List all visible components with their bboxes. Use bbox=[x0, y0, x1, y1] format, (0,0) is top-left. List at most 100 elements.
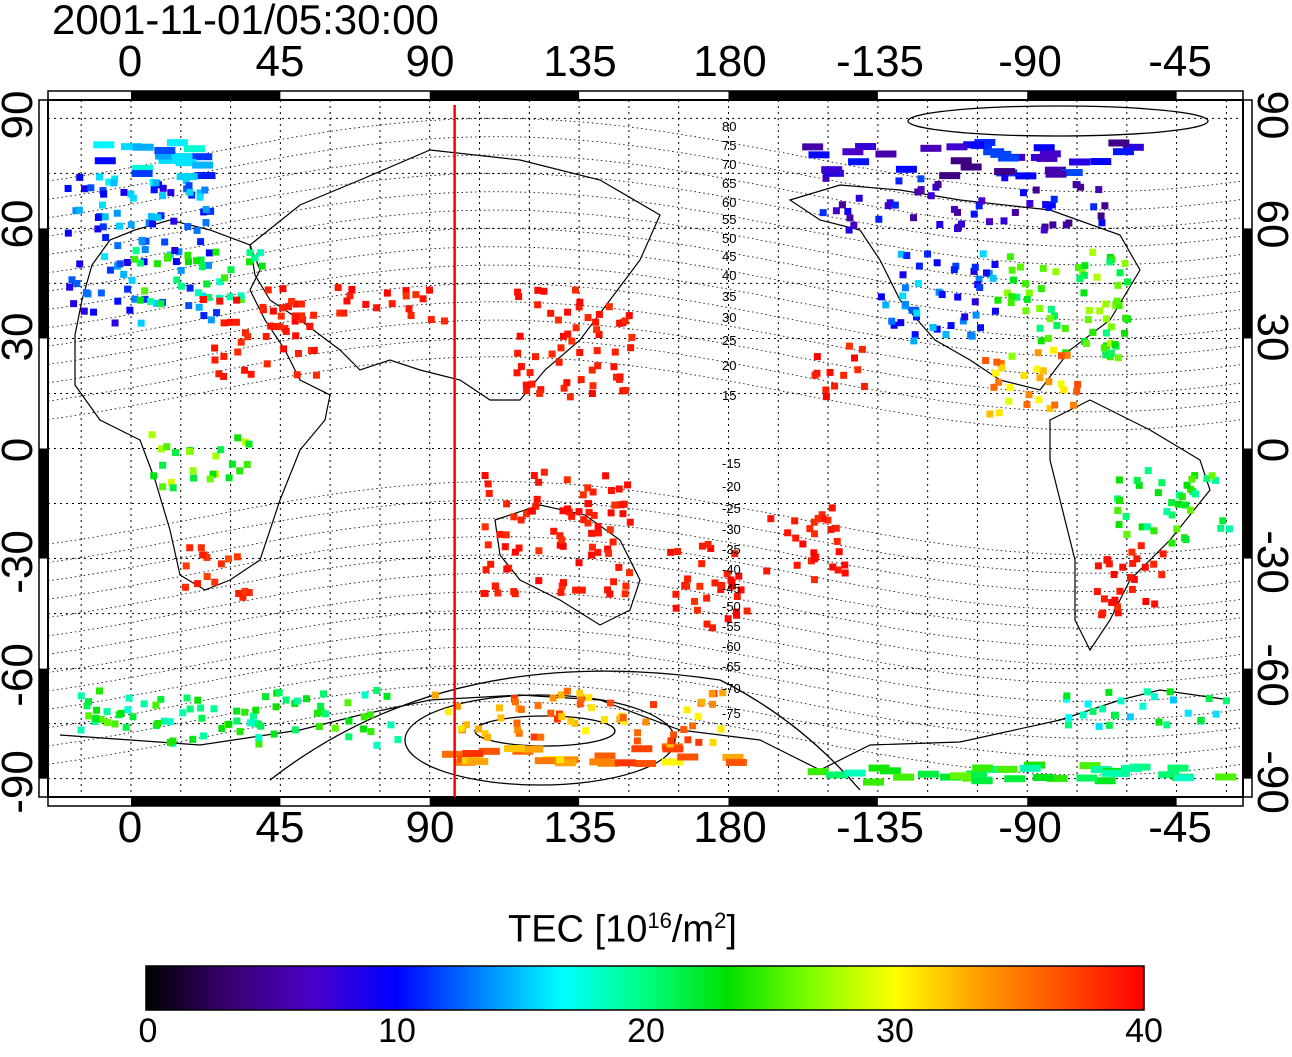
tec-point bbox=[950, 266, 958, 274]
tec-point bbox=[563, 687, 571, 695]
tec-point bbox=[116, 260, 124, 268]
tec-point bbox=[517, 516, 525, 524]
tec-point bbox=[1076, 275, 1084, 283]
tec-point bbox=[167, 478, 175, 486]
tec-point bbox=[516, 332, 524, 340]
tec-point bbox=[1036, 324, 1044, 332]
tec-point bbox=[811, 576, 819, 584]
tec-point bbox=[1143, 688, 1151, 696]
tec-point bbox=[863, 778, 885, 786]
tec-point bbox=[920, 144, 942, 152]
tec-point bbox=[1016, 263, 1024, 271]
tec-point bbox=[877, 293, 885, 301]
tec-point bbox=[899, 292, 907, 300]
tec-point bbox=[1128, 585, 1136, 593]
tec-point bbox=[213, 309, 221, 317]
tec-point bbox=[1100, 344, 1108, 352]
tec-point bbox=[124, 285, 132, 293]
tec-point bbox=[511, 698, 519, 706]
coast-south-america bbox=[1049, 399, 1211, 652]
tec-point bbox=[522, 381, 530, 389]
tec-point bbox=[1150, 527, 1158, 535]
tec-point bbox=[908, 306, 916, 314]
tec-point bbox=[972, 311, 980, 319]
tec-point bbox=[216, 278, 224, 286]
tec-point bbox=[114, 242, 122, 250]
tec-point bbox=[1191, 472, 1199, 480]
tec-point bbox=[711, 579, 719, 587]
tec-point bbox=[179, 709, 187, 717]
tec-point bbox=[1102, 329, 1110, 337]
tec-point bbox=[970, 267, 978, 275]
tec-point bbox=[530, 471, 538, 479]
tec-point bbox=[186, 188, 194, 196]
tec-point bbox=[1178, 493, 1186, 501]
tec-point bbox=[221, 274, 229, 282]
tec-point bbox=[971, 298, 979, 306]
tec-point bbox=[1097, 212, 1105, 220]
tec-point bbox=[1079, 711, 1087, 719]
lon-tick-bottom-180: 180 bbox=[693, 803, 767, 852]
tec-point bbox=[1135, 481, 1143, 489]
tec-point bbox=[620, 717, 628, 725]
tec-point bbox=[93, 141, 115, 149]
tec-point bbox=[1082, 340, 1090, 348]
tec-point bbox=[1023, 400, 1031, 408]
tec-point bbox=[237, 296, 245, 304]
tec-point bbox=[83, 702, 91, 710]
tec-point bbox=[622, 582, 630, 590]
magnetic-contour bbox=[47, 227, 1244, 303]
tec-point bbox=[604, 545, 612, 553]
tec-point bbox=[547, 309, 555, 317]
tec-point bbox=[360, 725, 368, 733]
tec-point bbox=[559, 507, 567, 515]
tec-point bbox=[192, 161, 214, 169]
tec-point bbox=[262, 332, 270, 340]
lon-tick-bottom-135: 135 bbox=[543, 803, 617, 852]
mag-label-75: 75 bbox=[722, 138, 737, 153]
frame-bar-segment-bottom bbox=[130, 797, 281, 806]
tec-point bbox=[241, 329, 249, 337]
tec-point bbox=[237, 338, 245, 346]
tec-point bbox=[1040, 226, 1048, 234]
tec-point bbox=[246, 258, 254, 266]
tec-point bbox=[600, 716, 608, 724]
tec-point bbox=[1076, 774, 1098, 782]
tec-point bbox=[1122, 314, 1130, 322]
tec-point bbox=[560, 579, 568, 587]
tec-point bbox=[320, 690, 328, 698]
tec-point bbox=[575, 559, 583, 567]
tec-point bbox=[1061, 169, 1083, 177]
mag-label-35: 35 bbox=[722, 289, 737, 304]
tec-point bbox=[1047, 305, 1055, 313]
tec-point bbox=[550, 527, 558, 535]
tec-point bbox=[1219, 517, 1227, 525]
tec-point bbox=[1006, 384, 1014, 392]
tec-point bbox=[1020, 371, 1028, 379]
tec-point bbox=[310, 311, 318, 319]
tec-point bbox=[1089, 328, 1097, 336]
magnetic-contour bbox=[47, 554, 1244, 629]
tec-point bbox=[373, 304, 381, 312]
tec-point bbox=[557, 588, 565, 596]
tec-point bbox=[968, 332, 976, 340]
tec-point bbox=[961, 313, 969, 321]
tec-point bbox=[1169, 696, 1177, 704]
tec-point bbox=[1159, 550, 1167, 558]
tec-point bbox=[388, 300, 396, 308]
tec-point bbox=[1205, 694, 1213, 702]
mag-label-70: 70 bbox=[722, 157, 737, 172]
tec-point bbox=[584, 314, 592, 322]
frame-bar-top bbox=[47, 90, 1244, 101]
tec-point bbox=[103, 708, 111, 716]
tec-point bbox=[126, 306, 134, 314]
tec-point bbox=[683, 706, 691, 714]
tec-point bbox=[346, 292, 354, 300]
tec-point bbox=[708, 690, 716, 698]
tec-point bbox=[194, 580, 202, 588]
tec-point bbox=[557, 691, 565, 699]
tec-point bbox=[1108, 139, 1130, 147]
tec-point bbox=[915, 262, 923, 270]
tec-point bbox=[1090, 203, 1098, 211]
tec-point bbox=[136, 259, 144, 267]
